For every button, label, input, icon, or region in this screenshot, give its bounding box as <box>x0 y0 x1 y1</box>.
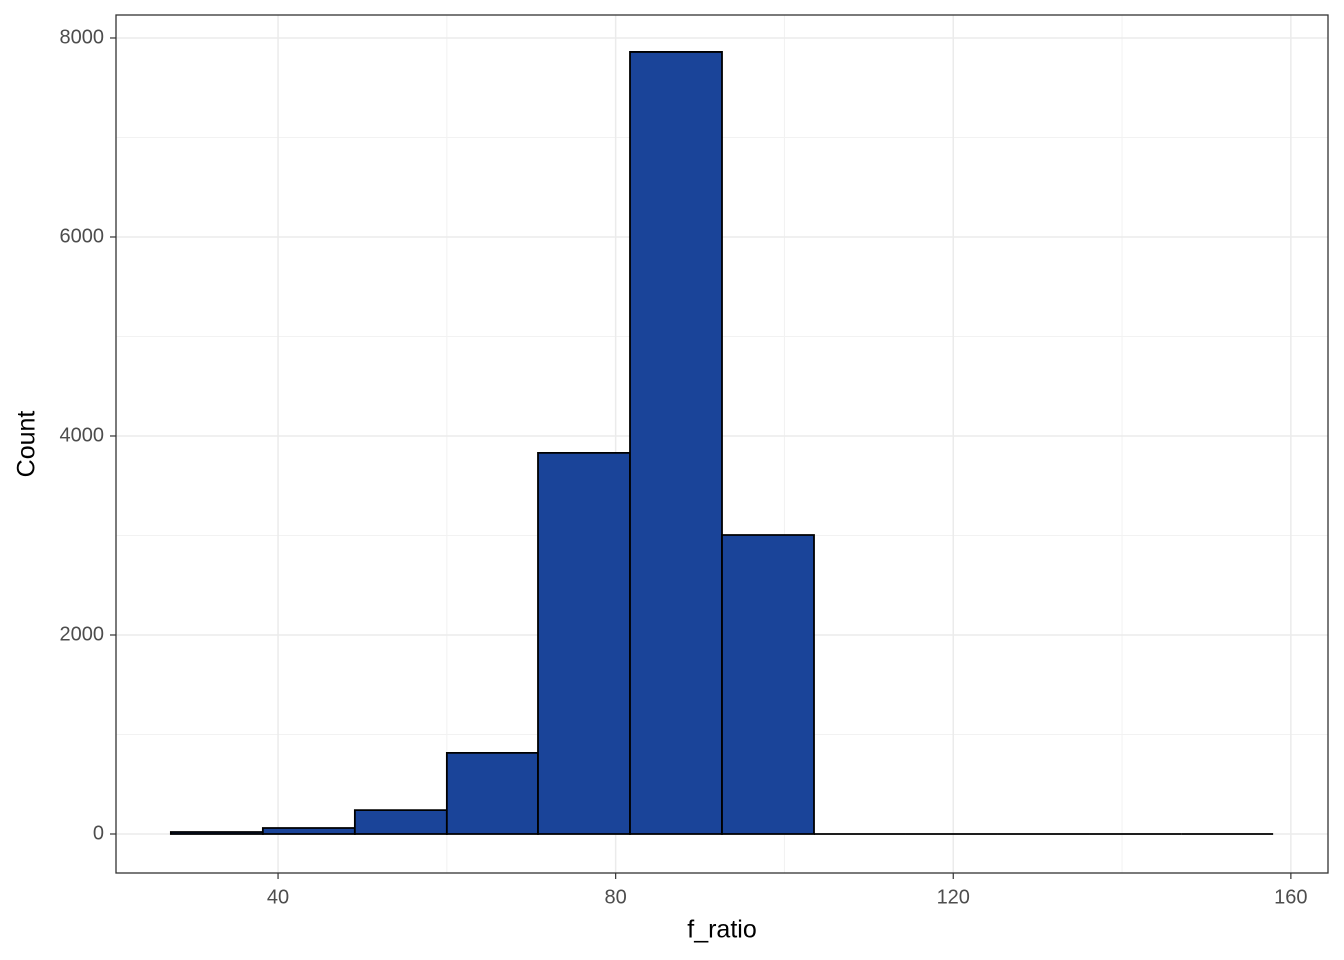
x-tick-label: 40 <box>267 886 289 908</box>
y-tick-label: 6000 <box>60 225 105 247</box>
y-axis-title: Count <box>13 411 41 478</box>
bar <box>721 534 815 835</box>
y-tick-label: 4000 <box>60 424 105 446</box>
bar <box>537 452 631 835</box>
x-tick-label: 160 <box>1274 886 1307 908</box>
x-tick-label: 80 <box>605 886 627 908</box>
x-tick-label: 120 <box>937 886 970 908</box>
bar <box>261 827 356 835</box>
bar <box>169 831 264 835</box>
bar <box>629 51 723 835</box>
y-tick-label: 0 <box>93 822 104 844</box>
y-tick-label: 8000 <box>60 26 105 48</box>
bar <box>445 752 539 835</box>
bars <box>169 51 1274 835</box>
ticks: 40 80 120 160 0 2000 4000 6000 8000 <box>60 26 1308 908</box>
bar <box>353 809 448 835</box>
x-axis-title: f_ratio <box>687 916 756 944</box>
panel-border <box>115 14 1329 874</box>
y-tick-label: 2000 <box>60 623 105 645</box>
